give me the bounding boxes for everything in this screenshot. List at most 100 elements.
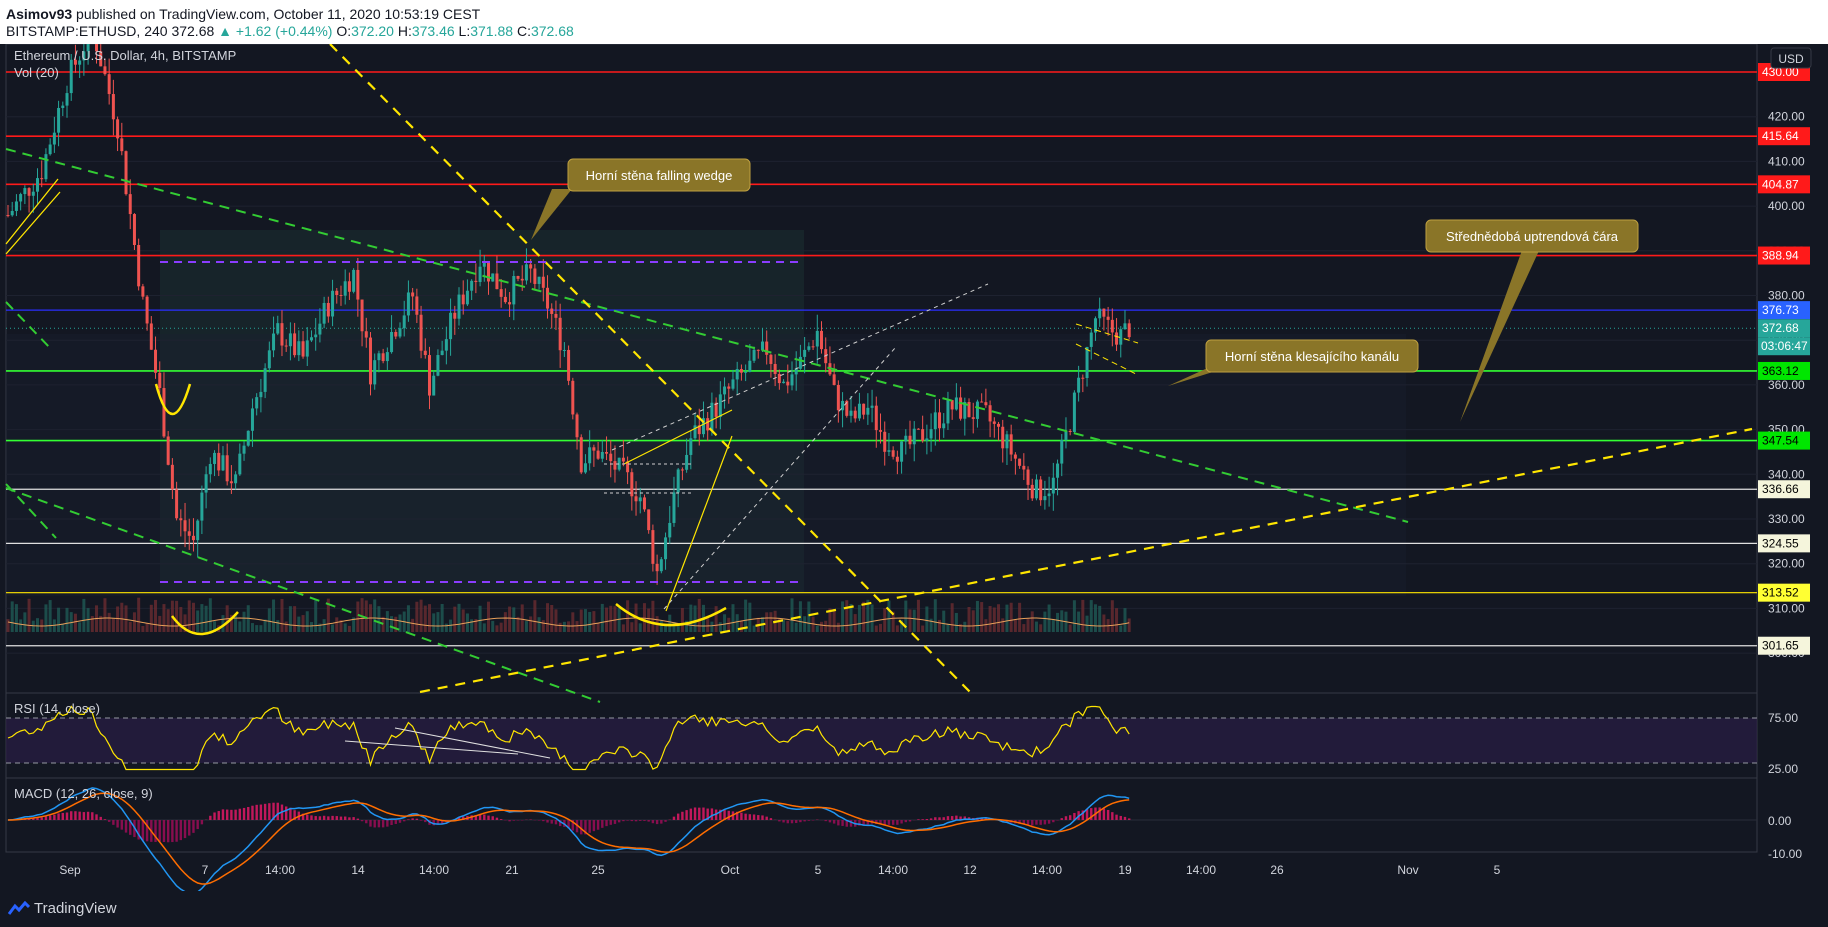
candle-body[interactable]: [613, 461, 617, 470]
candle-body[interactable]: [229, 481, 233, 484]
yellow-arc-right[interactable]: [615, 603, 727, 627]
candle-body[interactable]: [95, 44, 99, 52]
candle-body[interactable]: [145, 296, 149, 324]
candle-body[interactable]: [853, 410, 857, 419]
price-axis[interactable]: 430.00420.00410.00400.00390.00380.00370.…: [1758, 63, 1810, 660]
candle-body[interactable]: [377, 353, 381, 361]
candle-body[interactable]: [40, 178, 44, 180]
candle-body[interactable]: [124, 151, 128, 195]
candle-body[interactable]: [1001, 426, 1005, 449]
candle-body[interactable]: [567, 349, 571, 381]
candle-body[interactable]: [685, 454, 689, 470]
candle-body[interactable]: [676, 469, 680, 493]
candle-body[interactable]: [541, 276, 545, 288]
candle-body[interactable]: [583, 463, 587, 473]
candle-body[interactable]: [86, 44, 90, 52]
candle-body[interactable]: [908, 435, 912, 445]
candle-body[interactable]: [630, 472, 634, 497]
candle-body[interactable]: [381, 353, 385, 362]
candle-body[interactable]: [980, 401, 984, 403]
yellow-arc-bottom[interactable]: [170, 611, 239, 636]
candle-body[interactable]: [272, 333, 276, 351]
candle-body[interactable]: [777, 373, 781, 384]
yellow-dashed-falling-wedge[interactable]: [329, 44, 971, 693]
candle-body[interactable]: [27, 188, 31, 196]
candle-body[interactable]: [638, 497, 642, 502]
candle-body[interactable]: [1060, 439, 1064, 464]
footer-brand[interactable]: TradingView: [34, 900, 117, 917]
candle-body[interactable]: [879, 430, 883, 432]
candle-body[interactable]: [1102, 308, 1106, 317]
candle-body[interactable]: [984, 402, 988, 406]
candle-body[interactable]: [554, 313, 558, 318]
candle-body[interactable]: [841, 400, 845, 411]
candle-body[interactable]: [423, 350, 427, 356]
candle-body[interactable]: [31, 191, 35, 196]
candle-body[interactable]: [470, 280, 474, 291]
candle-body[interactable]: [149, 323, 153, 350]
candle-body[interactable]: [836, 384, 840, 411]
candle-body[interactable]: [82, 51, 86, 61]
candle-body[interactable]: [352, 269, 356, 292]
candle-body[interactable]: [411, 292, 415, 297]
candle-body[interactable]: [798, 356, 802, 369]
green-dashed-short[interactable]: [5, 301, 53, 351]
candle-body[interactable]: [647, 509, 651, 531]
candle-body[interactable]: [1022, 465, 1026, 470]
chart-canvas[interactable]: Horní stěna falling wedge Střednědobá up…: [0, 44, 1828, 891]
candle-body[interactable]: [19, 194, 23, 202]
candle-body[interactable]: [857, 403, 861, 419]
candle-body[interactable]: [988, 405, 992, 422]
candle-body[interactable]: [390, 331, 394, 353]
candle-body[interactable]: [335, 290, 339, 296]
candle-body[interactable]: [605, 452, 609, 454]
candle-body[interactable]: [558, 317, 562, 351]
candle-body[interactable]: [478, 266, 482, 282]
candle-body[interactable]: [461, 294, 465, 305]
candle-body[interactable]: [482, 262, 486, 267]
candle-body[interactable]: [929, 429, 933, 439]
candle-body[interactable]: [225, 455, 229, 482]
candle-body[interactable]: [1089, 332, 1093, 347]
candle-body[interactable]: [331, 290, 335, 317]
candle-body[interactable]: [373, 360, 377, 385]
candle-body[interactable]: [1030, 484, 1034, 499]
zone-rectangle[interactable]: [160, 230, 804, 592]
candle-body[interactable]: [642, 497, 646, 510]
candle-body[interactable]: [103, 66, 107, 75]
candle-body[interactable]: [503, 296, 507, 303]
macd-line[interactable]: [7, 787, 1130, 891]
currency-button[interactable]: [1770, 47, 1812, 69]
candle-body[interactable]: [668, 522, 672, 538]
candle-body[interactable]: [954, 397, 958, 410]
candle-body[interactable]: [967, 402, 971, 418]
rsi-trend-2[interactable]: [394, 727, 551, 759]
candle-body[interactable]: [723, 386, 727, 395]
candle-body[interactable]: [187, 531, 191, 536]
candle-body[interactable]: [659, 559, 663, 572]
candle-body[interactable]: [592, 447, 596, 451]
candle-body[interactable]: [718, 394, 722, 417]
annotation-channel[interactable]: Horní stěna klesajícího kanálu: [1168, 339, 1419, 386]
candle-body[interactable]: [609, 453, 613, 462]
candle-body[interactable]: [36, 178, 40, 192]
candle-body[interactable]: [23, 188, 27, 195]
candle-body[interactable]: [786, 381, 790, 386]
annotation-uptrend[interactable]: Střednědobá uptrendová čára: [1425, 219, 1639, 422]
yellow-wedge-2[interactable]: [5, 178, 59, 245]
candle-body[interactable]: [512, 276, 516, 305]
candle-body[interactable]: [916, 428, 920, 430]
candle-body[interactable]: [297, 341, 301, 356]
candle-body[interactable]: [428, 355, 431, 396]
candle-body[interactable]: [959, 397, 963, 419]
candle-body[interactable]: [436, 355, 440, 376]
candle-body[interactable]: [904, 435, 908, 442]
candle-body[interactable]: [1081, 377, 1085, 379]
candle-body[interactable]: [575, 414, 579, 438]
candle-body[interactable]: [1123, 323, 1127, 330]
candle-body[interactable]: [406, 292, 410, 316]
candle-body[interactable]: [1106, 316, 1110, 320]
candle-body[interactable]: [845, 400, 849, 416]
candle-body[interactable]: [322, 302, 326, 324]
rsi-trend-1[interactable]: [344, 740, 519, 755]
